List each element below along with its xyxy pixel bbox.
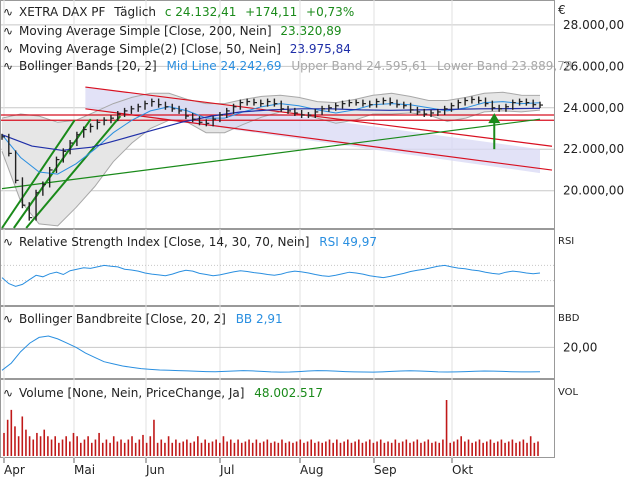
x-month-label: Jul xyxy=(219,463,234,477)
legend-price-name: XETRA DAX PF xyxy=(19,5,106,19)
legend-row-bollinger: ∿ Bollinger Bands [20, 2] Mid Line 24.24… xyxy=(3,59,573,73)
legend-bb-upper: Upper Band 24.595,61 xyxy=(291,59,427,73)
rsi-line xyxy=(1,264,541,287)
legend-bb-label: Bollinger Bands [20, 2] xyxy=(19,59,157,73)
legend-row-ma50: ∿ Moving Average Simple(2) [Close, 50, N… xyxy=(3,42,351,56)
red-trendline xyxy=(85,86,553,147)
legend-ma200-label: Moving Average Simple [Close, 200, Nein] xyxy=(19,24,272,38)
legend-row-price: ∿ XETRA DAX PF Täglich c 24.132,41 +174,… xyxy=(3,5,354,19)
bbw-legend: ∿ Bollinger Bandbreite [Close, 20, 2] BB… xyxy=(3,312,283,326)
up-arrow-head xyxy=(488,113,501,124)
svg-text:Volume [None, Nein, PriceChang: Volume [None, Nein, PriceChange, Ja] 48.… xyxy=(19,386,323,400)
x-month-label: Aug xyxy=(300,463,323,477)
legend-price-change: +174,11 xyxy=(245,5,297,19)
svg-text:Bollinger Bandbreite [Close, 2: Bollinger Bandbreite [Close, 20, 2] BB 2… xyxy=(19,312,283,326)
rsi-value: RSI 49,97 xyxy=(319,235,377,249)
legend-price-close: c 24.132,41 xyxy=(165,5,236,19)
bbw-label: Bollinger Bandbreite [Close, 20, 2] xyxy=(19,312,226,326)
rsi-label: Relative Strength Index [Close, 14, 30, … xyxy=(19,235,309,249)
svg-text:Moving Average Simple [Close,: Moving Average Simple [Close, 200, Nein]… xyxy=(19,24,341,38)
volume-legend: ∿ Volume [None, Nein, PriceChange, Ja] 4… xyxy=(3,386,323,400)
legend-price-pct: +0,73% xyxy=(306,5,354,19)
legend-row-ma200: ∿ Moving Average Simple [Close, 200, Nei… xyxy=(3,24,341,38)
price-y-tick: 26.000,00 xyxy=(563,59,624,73)
green-trendline xyxy=(1,118,541,190)
svg-text:Relative Strength Index [Close: Relative Strength Index [Close, 14, 30, … xyxy=(19,235,377,249)
x-month-label: Apr xyxy=(4,463,25,477)
green-fan-line xyxy=(25,115,122,229)
panel-frames xyxy=(0,0,555,458)
bbw-line xyxy=(1,335,541,373)
rsi-legend: ∿ Relative Strength Index [Close, 14, 30… xyxy=(3,235,377,249)
x-month-label: Okt xyxy=(452,463,473,477)
bbw-panel-frame xyxy=(0,306,555,379)
legend-wave-icon: ∿ xyxy=(3,312,13,326)
red-trendline xyxy=(85,108,553,171)
x-month-label: Sep xyxy=(374,463,397,477)
fill-layer xyxy=(2,87,540,226)
bbw-axis-tag: BBD xyxy=(558,313,580,324)
bbw-value: BB 2,91 xyxy=(236,312,283,326)
price-y-tick: 20.000,00 xyxy=(563,184,624,198)
grid-layer xyxy=(1,0,554,463)
legend-bb-lower: Lower Band 23.889,78 xyxy=(437,59,572,73)
volume-value: 48.002.517 xyxy=(254,386,323,400)
price-panel-frame xyxy=(0,0,555,229)
volume-label: Volume [None, Nein, PriceChange, Ja] xyxy=(19,386,244,400)
legend-wave-icon: ∿ xyxy=(3,59,13,73)
volume-axis-tag: VOL xyxy=(558,387,579,398)
svg-text:XETRA DAX PF Täglich: XETRA DAX PF Täglich c 24.132,41 +174,11… xyxy=(19,5,354,19)
legend-wave-icon: ∿ xyxy=(3,386,13,400)
legend-wave-icon: ∿ xyxy=(3,5,13,19)
price-y-ticks: 28.000,00 26.000,00 24.000,00 22.000,00 20.0… xyxy=(563,18,624,198)
price-y-tick: 22.000,00 xyxy=(563,142,624,156)
bbw-y-tick: 20,00 xyxy=(563,340,597,354)
price-y-tick: 28.000,00 xyxy=(563,18,624,32)
bollinger-band-fill xyxy=(2,92,540,226)
currency-label: € xyxy=(558,3,566,17)
x-month-label: Mai xyxy=(74,463,95,477)
line-layer xyxy=(1,86,554,456)
x-axis-labels: Apr Mai Jun Jul Aug Sep Okt xyxy=(4,463,473,477)
legend-bb-mid: Mid Line 24.242,69 xyxy=(167,59,282,73)
rsi-panel-frame xyxy=(0,229,555,306)
green-fan-line xyxy=(1,119,76,229)
legend-price-period: Täglich xyxy=(113,5,156,19)
volume-panel-frame xyxy=(0,379,555,458)
svg-text:Bollinger Bands [20, 2]: Bollinger Bands [20, 2] Mid Line 24.242,… xyxy=(19,59,573,73)
legend-wave-icon: ∿ xyxy=(3,235,13,249)
rsi-axis-tag: RSI xyxy=(558,236,574,247)
legend-ma50-label: Moving Average Simple(2) [Close, 50, Nei… xyxy=(19,42,281,56)
legend-ma200-value: 23.320,89 xyxy=(280,24,341,38)
ma50-line xyxy=(1,107,541,151)
upper-band-line xyxy=(1,91,541,123)
bollinger-mid-line xyxy=(1,101,541,175)
trend-channel-fill xyxy=(85,87,540,174)
legend-wave-icon: ∿ xyxy=(3,24,13,38)
svg-text:Moving Average Simple(2) [Clos: Moving Average Simple(2) [Close, 50, Nei… xyxy=(19,42,351,56)
price-legend: ∿ XETRA DAX PF Täglich c 24.132,41 +174,… xyxy=(3,5,573,73)
legend-ma50-value: 23.975,84 xyxy=(290,42,351,56)
price-y-tick: 24.000,00 xyxy=(563,101,624,115)
x-month-label: Jun xyxy=(145,463,165,477)
legend-wave-icon: ∿ xyxy=(3,42,13,56)
